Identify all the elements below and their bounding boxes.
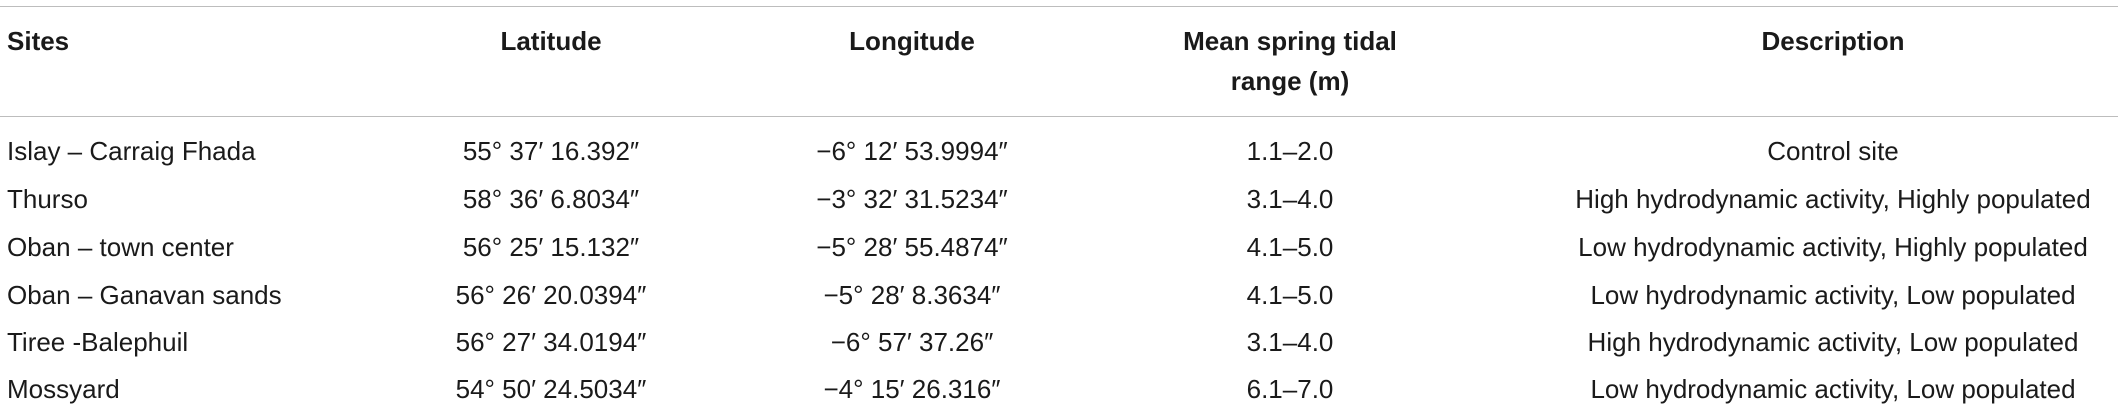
table-cell: −3° 32′ 31.5234″	[816, 184, 1008, 214]
table-cell: 56° 25′ 15.132″	[462, 232, 640, 262]
table-cell: Low hydrodynamic activity, Highly popula…	[1578, 232, 2088, 262]
column-header: Description	[1761, 26, 1905, 56]
table-cell: −6° 57′ 37.26″	[830, 327, 994, 357]
table-cell: −6° 12′ 53.9994″	[816, 136, 1008, 166]
site-name: Thurso	[7, 184, 88, 214]
header-rule	[0, 116, 2118, 117]
table-cell: 56° 26′ 20.0394″	[455, 280, 647, 310]
column-header: Latitude	[500, 26, 602, 56]
table-cell: Control site	[1767, 136, 1899, 166]
table-cell: Low hydrodynamic activity, Low populated	[1590, 374, 2076, 404]
table-cell: 55° 37′ 16.392″	[462, 136, 640, 166]
table-cell: 1.1–2.0	[1246, 136, 1334, 166]
table-cell: 4.1–5.0	[1246, 280, 1334, 310]
table-cell: −5° 28′ 55.4874″	[816, 232, 1008, 262]
column-header: Mean spring tidal range (m)	[1183, 26, 1397, 96]
column-header: Sites	[7, 26, 70, 56]
table-cell: High hydrodynamic activity, Low populate…	[1587, 327, 2079, 357]
table-cell: 54° 50′ 24.5034″	[455, 374, 647, 404]
table-cell: −4° 15′ 26.316″	[823, 374, 1001, 404]
table-cell: 3.1–4.0	[1246, 184, 1334, 214]
top-rule	[0, 6, 2118, 7]
site-name: Islay – Carraig Fhada	[7, 136, 256, 166]
column-header: Longitude	[849, 26, 975, 56]
table-cell: High hydrodynamic activity, Highly popul…	[1575, 184, 2091, 214]
table-cell: −5° 28′ 8.3634″	[823, 280, 1001, 310]
site-name: Oban – town center	[7, 232, 234, 262]
site-name: Oban – Ganavan sands	[7, 280, 282, 310]
table-cell: 6.1–7.0	[1246, 374, 1334, 404]
table-cell: 4.1–5.0	[1246, 232, 1334, 262]
site-name: Tiree -Balephuil	[7, 327, 189, 357]
site-name: Mossyard	[7, 374, 120, 404]
table-cell: 56° 27′ 34.0194″	[455, 327, 647, 357]
table-cell: 58° 36′ 6.8034″	[462, 184, 640, 214]
table-cell: 3.1–4.0	[1246, 327, 1334, 357]
table-cell: Low hydrodynamic activity, Low populated	[1590, 280, 2076, 310]
